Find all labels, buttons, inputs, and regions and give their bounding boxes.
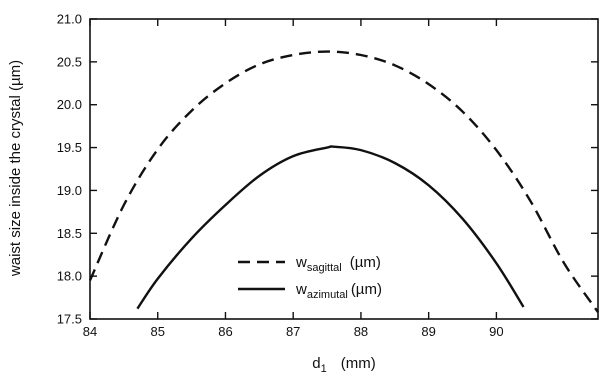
x-axis-title-sub: 1 bbox=[321, 363, 327, 375]
tick-labels: 84 85 86 87 88 89 90 17.5 18.0 18.5 19.0 19.5 20.0 20… bbox=[57, 12, 504, 340]
y-tick-label: 20.5 bbox=[57, 54, 82, 69]
x-tick-label: 90 bbox=[489, 324, 503, 339]
series-layer bbox=[88, 50, 599, 313]
x-axis-title-main: d bbox=[312, 355, 320, 372]
legend-azimutal-main: w bbox=[295, 281, 307, 298]
y-tick-label: 20.0 bbox=[57, 97, 82, 112]
x-tick-label: 87 bbox=[286, 324, 300, 339]
y-tick-label: 21.0 bbox=[57, 12, 82, 27]
x-tick-label: 84 bbox=[83, 324, 97, 339]
y-axis-title: waist size inside the crystal (µm) bbox=[7, 60, 24, 277]
y-tick-label: 18.0 bbox=[57, 269, 82, 284]
legend-sagittal-unit: (µm) bbox=[350, 254, 381, 271]
legend-label-sagittal: wsagittal (µm) bbox=[295, 254, 381, 274]
series-line-azimutal bbox=[136, 145, 525, 310]
x-tick-label: 89 bbox=[421, 324, 435, 339]
legend: wsagittal (µm) wazimutal (µm) bbox=[238, 254, 382, 301]
legend-sagittal-main: w bbox=[295, 254, 307, 271]
y-tick-label: 17.5 bbox=[57, 312, 82, 327]
x-tick-label: 85 bbox=[150, 324, 164, 339]
x-tick-label: 88 bbox=[354, 324, 368, 339]
x-tick-label: 86 bbox=[218, 324, 232, 339]
x-axis-title: d1 (mm) bbox=[312, 355, 375, 375]
legend-label-azimutal: wazimutal (µm) bbox=[295, 281, 382, 301]
axis-ticks bbox=[89, 18, 598, 320]
legend-azimutal-unit: (µm) bbox=[351, 281, 382, 298]
y-tick-label: 19.5 bbox=[57, 140, 82, 155]
y-tick-label: 19.0 bbox=[57, 183, 82, 198]
x-axis-title-unit: (mm) bbox=[341, 355, 376, 372]
legend-sagittal-sub: sagittal bbox=[307, 262, 342, 274]
series-line-sagittal bbox=[88, 50, 599, 313]
legend-azimutal-sub: azimutal bbox=[307, 289, 348, 301]
y-tick-label: 18.5 bbox=[57, 226, 82, 241]
plot-frame bbox=[89, 18, 599, 320]
